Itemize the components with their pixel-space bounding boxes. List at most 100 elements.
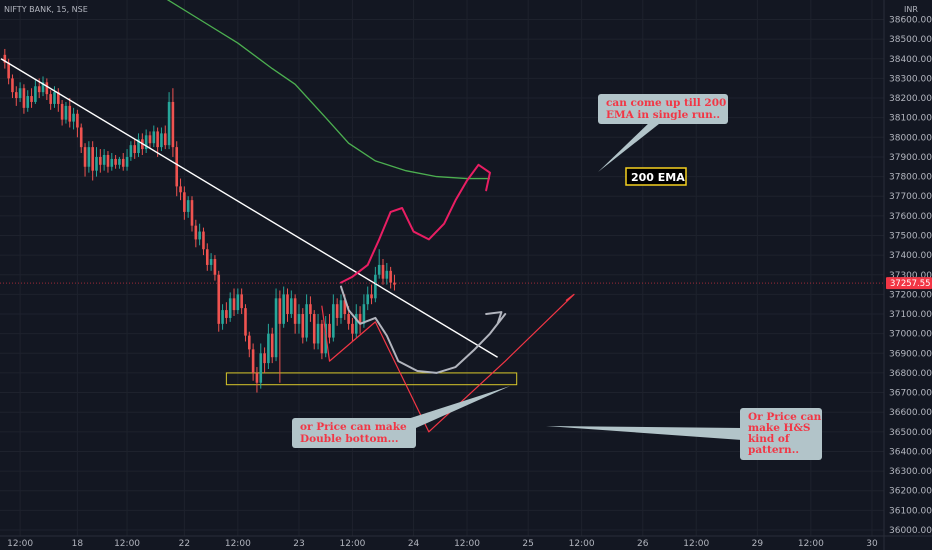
candle-body [202,231,205,250]
candle-body [312,314,316,344]
candle-body [293,298,297,324]
candle-body [217,274,221,324]
x-tick-label: 26 [637,539,649,549]
candle-body [22,88,26,108]
x-tick-label: 12:00 [454,539,480,549]
ema-label-text: 200 EMA [631,171,685,184]
candle-body [156,131,159,148]
callout-single-run-pointer [598,120,664,172]
y-tick-label: 36400.00 [889,447,932,457]
y-tick-label: 38500.00 [889,35,932,45]
scenario-path [339,163,491,284]
last-price-tag-text: 37257.55 [890,279,931,289]
candle-body [118,158,121,165]
y-tick-label: 38600.00 [889,16,932,26]
candle-body [286,294,289,315]
trendline-path [0,58,498,358]
candle-body [320,323,324,354]
y-tick-label: 36500.00 [889,428,932,438]
candle-body [152,131,156,144]
candle-body [290,298,293,315]
x-tick-label: 30 [866,539,878,549]
trendline [0,58,498,358]
candle-body [106,154,110,167]
last-price-tag: 37257.55 [886,277,932,290]
candle-body [332,304,335,338]
candle-body [64,105,68,120]
callout-hs-box [740,408,822,460]
callout-single-run-box [598,94,728,124]
x-tick-label: 23 [293,539,304,549]
y-tick-label: 36100.00 [889,506,932,516]
x-tick-label: 12:00 [683,539,709,549]
y-tick-label: 37600.00 [889,212,932,222]
candle-body [175,147,179,187]
y-tick-label: 37300.00 [889,271,932,281]
candle-body [377,264,381,275]
y-tick-label: 37800.00 [889,173,932,183]
y-tick-label: 36800.00 [889,369,932,379]
candle-body [7,62,10,79]
y-tick-label: 37500.00 [889,231,932,241]
y-tick-label: 36200.00 [889,487,932,497]
y-tick-label: 36300.00 [889,467,932,477]
callout-single-run-text: can come up till 200 EMA in single run.. [606,97,730,121]
candle-body [53,92,56,104]
candle-body [301,314,305,338]
candle-body [45,82,49,95]
callout-hs-text: Or Price can make H&S kind of pattern.. [748,411,825,456]
candle-body [133,145,136,154]
time-axis: 12:00 18 12:00 22 12:00 23 12:00 24 12:00 25 12:00… [7,539,878,549]
x-tick-label: 12:00 [225,539,251,549]
candle-body [316,323,320,344]
last-price-tag-bg [886,277,932,290]
x-tick-label: 12:00 [569,539,595,549]
candle-body [129,145,133,157]
candle-body [366,294,370,305]
candle-body [125,156,129,167]
candle-body [324,323,327,354]
candle-body [232,298,236,311]
y-tick-label: 37700.00 [889,192,932,202]
candle-body [259,353,263,383]
candle-body [347,314,350,324]
candle-body [183,192,186,212]
candle-body [18,88,22,99]
y-tick-label: 36900.00 [889,349,932,359]
y-tick-label: 38000.00 [889,133,932,143]
ema-line [166,0,490,180]
candle-body [179,186,182,193]
candle-body [213,259,217,275]
candle-body [11,78,14,93]
candle-body [148,135,152,144]
candle-body [335,304,339,318]
candle-body [83,147,87,167]
candle-body [370,294,373,299]
candle-body [240,294,243,309]
x-tick-label: 25 [522,539,533,549]
ema-label: 200 EMA [625,167,687,186]
candle-body [34,86,37,102]
candle-body [110,158,114,167]
candle-body [389,270,392,283]
candles [3,48,396,393]
candle-body [95,156,98,171]
candle-body [328,323,331,338]
candle-body [190,200,194,226]
x-tick-label: 29 [752,539,764,549]
y-tick-label: 38300.00 [889,74,932,84]
candle-body [114,158,117,165]
candle-body [381,264,385,279]
candle-body [160,133,163,148]
candle-body [14,92,18,99]
candle-body [144,135,148,150]
callout-double-bottom-text: or Price can make Double bottom... [300,421,410,445]
candle-body [228,298,232,318]
candle-body [209,259,213,265]
y-tick-label: 38400.00 [889,55,932,65]
callout-double-bottom-pointer [392,386,510,436]
callout-hs-pointer [546,426,742,440]
candle-body [225,310,228,318]
candle-body [278,298,282,324]
